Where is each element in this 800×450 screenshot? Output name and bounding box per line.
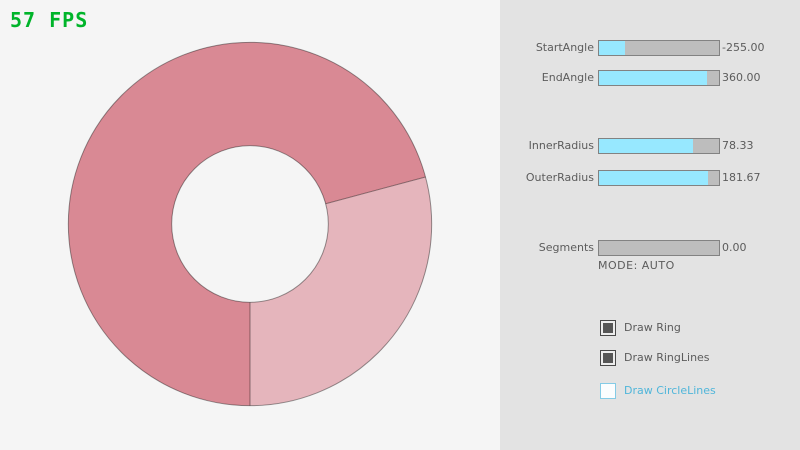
slider-label: Segments [538, 241, 594, 254]
slider-value: 181.67 [722, 171, 761, 184]
slider-fill [599, 71, 707, 85]
slider-label: OuterRadius [525, 171, 594, 184]
slider-row: OuterRadius 181.67 [500, 170, 800, 186]
ring-outline [67, 41, 433, 407]
checkbox-label: Draw CircleLines [624, 384, 716, 397]
slider-fill [599, 41, 626, 55]
slider-innerradius[interactable] [598, 138, 720, 154]
checkbox-draw-circlelines[interactable] [600, 383, 616, 399]
mode-label: MODE: AUTO [598, 259, 675, 272]
slider-startangle[interactable] [598, 40, 720, 56]
checkbox-label: Draw RingLines [624, 351, 710, 364]
slider-value: 0.00 [722, 241, 747, 254]
slider-row: StartAngle -255.00 [500, 40, 800, 56]
slider-label: StartAngle [535, 41, 594, 54]
ring-outline [171, 145, 329, 303]
slider-value: 78.33 [722, 139, 754, 152]
checkbox-row: Draw RingLines [500, 350, 800, 366]
slider-segments[interactable] [598, 240, 720, 256]
checkbox-row: Draw CircleLines [500, 383, 800, 399]
slider-value: 360.00 [722, 71, 761, 84]
slider-row: InnerRadius 78.33 [500, 138, 800, 154]
checkbox-label: Draw Ring [624, 321, 681, 334]
slider-value: -255.00 [722, 41, 765, 54]
checkmark-fill-icon [603, 323, 613, 333]
checkbox-draw-ringlines[interactable] [600, 350, 616, 366]
slider-endangle[interactable] [598, 70, 720, 86]
checkbox-row: Draw Ring [500, 320, 800, 336]
ring-radial-line [325, 176, 426, 205]
slider-row: Segments 0.00 [500, 240, 800, 256]
checkbox-draw-ring[interactable] [600, 320, 616, 336]
slider-fill [599, 139, 693, 153]
checkmark-fill-icon [603, 353, 613, 363]
slider-row: EndAngle 360.00 [500, 70, 800, 86]
slider-label: InnerRadius [528, 139, 594, 152]
slider-outerradius[interactable] [598, 170, 720, 186]
slider-label: EndAngle [541, 71, 594, 84]
ring-sector-overlap [68, 42, 426, 406]
slider-fill [599, 171, 709, 185]
fps-counter: 57 FPS [10, 8, 89, 32]
ring-sector-single [250, 176, 432, 406]
ring-chart [67, 41, 433, 407]
controls-panel: StartAngle -255.00 EndAngle 360.00 InnerRadi… [500, 0, 800, 450]
